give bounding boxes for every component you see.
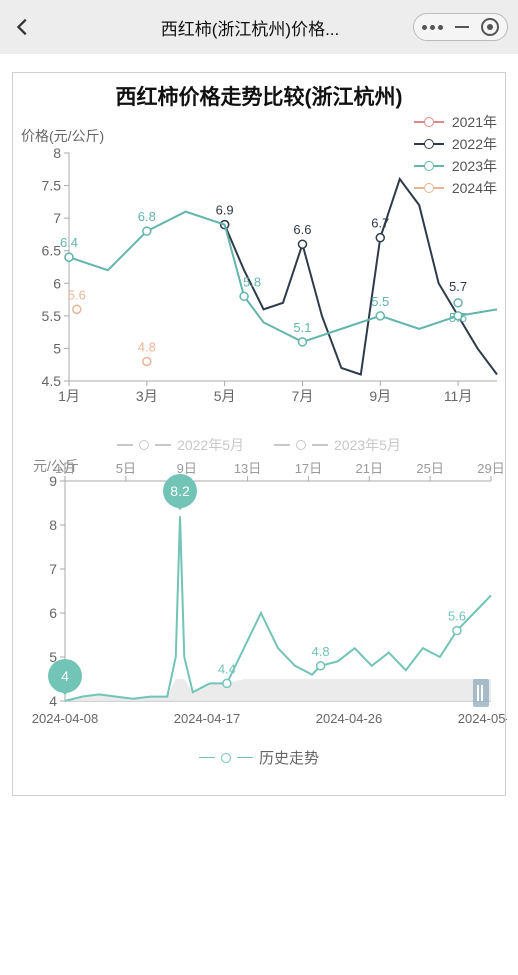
svg-text:2024-04-17: 2024-04-17 [174,711,241,726]
svg-text:4.8: 4.8 [312,644,330,659]
capsule-menu [413,13,508,41]
svg-text:4.8: 4.8 [138,339,156,354]
svg-text:5: 5 [53,340,61,356]
value-badge: 8.2 [163,474,197,508]
daily-chart-legend-bottom: 历史走势 [17,747,501,768]
svg-text:2024-04-26: 2024-04-26 [316,711,383,726]
svg-text:6: 6 [53,275,61,291]
svg-text:5.5: 5.5 [371,294,389,309]
svg-text:6.8: 6.8 [138,209,156,224]
svg-text:21日: 21日 [356,461,383,476]
svg-text:2024-04-08: 2024-04-08 [32,711,99,726]
svg-text:25日: 25日 [416,461,443,476]
svg-text:5.8: 5.8 [243,274,261,289]
svg-text:4.5: 4.5 [42,373,62,389]
svg-text:6.4: 6.4 [60,235,78,250]
svg-text:价格(元/公斤): 价格(元/公斤) [21,128,104,144]
value-badge: 4 [48,659,82,693]
svg-text:7: 7 [53,210,61,226]
svg-text:6.9: 6.9 [216,203,234,218]
legend-item[interactable]: 2024年 [414,177,497,199]
svg-text:5.7: 5.7 [449,279,467,294]
svg-text:11月: 11月 [444,388,473,404]
svg-text:5.6: 5.6 [448,609,466,624]
svg-text:5.6: 5.6 [68,287,86,302]
chart-card: 西红柿价格走势比较(浙江杭州) 2021年2022年2023年2024年 价格(… [12,72,506,796]
card-title: 西红柿价格走势比较(浙江杭州) [17,81,501,111]
svg-text:7月: 7月 [292,388,314,404]
svg-text:8: 8 [53,145,61,161]
minimize-icon[interactable] [455,26,469,28]
yearly-chart-legend: 2021年2022年2023年2024年 [414,111,497,199]
svg-text:29日: 29日 [477,461,504,476]
svg-text:6.6: 6.6 [293,222,311,237]
svg-text:3月: 3月 [136,388,158,404]
svg-text:5日: 5日 [116,461,136,476]
daily-chart: 2022年5月2023年5月 元/公斤1日5日9日13日17日21日25日29日… [17,435,501,765]
svg-text:4: 4 [49,693,57,709]
svg-text:5月: 5月 [214,388,236,404]
legend-item[interactable]: 2022年 [414,133,497,155]
svg-text:9: 9 [49,473,57,489]
daily-chart-legend-top: 2022年5月 2023年5月 [17,435,501,455]
svg-text:1月: 1月 [58,388,80,404]
svg-text:13日: 13日 [234,461,261,476]
svg-text:9月: 9月 [369,388,391,404]
close-target-icon[interactable] [481,18,499,36]
svg-text:1日: 1日 [55,461,75,476]
svg-text:5.5: 5.5 [42,308,62,324]
yearly-chart: 2021年2022年2023年2024年 价格(元/公斤) 4.5 5 5.5 6 6.5… [17,111,501,411]
svg-text:6.7: 6.7 [371,216,389,231]
legend-item: 2022年5月 [117,435,244,455]
more-icon[interactable] [422,25,443,30]
svg-text:7: 7 [49,561,57,577]
app-header: 西红柿(浙江杭州)价格... [0,0,518,54]
svg-text:4.4: 4.4 [218,661,236,676]
svg-text:17日: 17日 [295,461,322,476]
svg-text:8: 8 [49,517,57,533]
legend-item[interactable]: 2021年 [414,111,497,133]
svg-text:5.5: 5.5 [449,310,467,325]
legend-item[interactable]: 2023年 [414,155,497,177]
svg-text:6.5: 6.5 [42,243,62,259]
svg-text:2024-05-05: 2024-05-05 [458,711,507,726]
svg-text:5.1: 5.1 [293,320,311,335]
svg-text:7.5: 7.5 [42,178,62,194]
legend-item: 2023年5月 [274,435,401,455]
svg-text:6: 6 [49,605,57,621]
